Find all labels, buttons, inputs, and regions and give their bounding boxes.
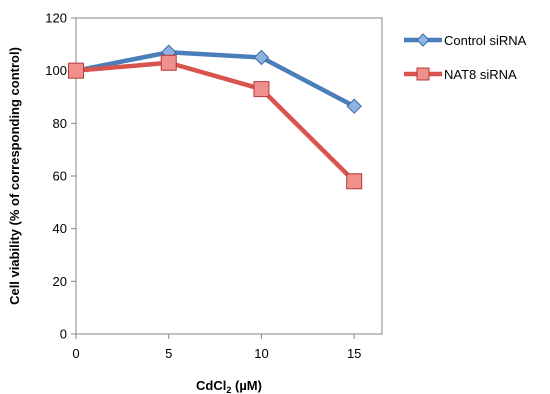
x-axis-title: CdCl2 (µM) bbox=[196, 378, 262, 394]
series-layer bbox=[68, 44, 363, 190]
y-tick-label: 80 bbox=[53, 116, 67, 131]
y-tick-label: 40 bbox=[53, 221, 67, 236]
data-point bbox=[68, 62, 84, 79]
x-tick-label: 15 bbox=[347, 346, 361, 361]
data-point bbox=[346, 98, 362, 114]
x-axis-title-subscript: 2 bbox=[226, 385, 231, 394]
y-axis-title: Cell viability (% of corresponding contr… bbox=[7, 47, 22, 305]
legend-label: Control siRNA bbox=[444, 33, 527, 48]
x-axis-ticks: 0 5 10 15 bbox=[72, 334, 361, 361]
legend-item: NAT8 siRNA bbox=[404, 67, 517, 82]
legend-marker bbox=[416, 33, 430, 47]
legend-marker bbox=[416, 67, 430, 81]
data-point bbox=[160, 54, 177, 71]
legend-item: Control siRNA bbox=[404, 33, 527, 48]
x-axis-title-unit: (µM) bbox=[231, 378, 262, 393]
legend-label: NAT8 siRNA bbox=[444, 67, 517, 82]
y-axis-ticks: 0 20 40 60 80 100 120 bbox=[45, 11, 76, 342]
series-control-sirna bbox=[68, 44, 362, 114]
series-nat8-sirna bbox=[68, 54, 363, 190]
y-tick-label: 120 bbox=[45, 11, 67, 26]
x-axis-title-main: CdCl bbox=[196, 378, 226, 393]
x-tick-label: 5 bbox=[165, 346, 172, 361]
y-tick-label: 60 bbox=[53, 169, 67, 184]
series-line bbox=[75, 49, 356, 109]
y-tick-label: 20 bbox=[53, 274, 67, 289]
series-line bbox=[75, 60, 356, 183]
y-tick-label: 100 bbox=[45, 63, 67, 78]
x-tick-label: 10 bbox=[254, 346, 268, 361]
data-point bbox=[346, 173, 363, 190]
data-point bbox=[253, 49, 270, 66]
data-point bbox=[253, 81, 270, 98]
x-tick-label: 0 bbox=[72, 346, 79, 361]
y-tick-label: 0 bbox=[60, 327, 67, 342]
legend: Control siRNA NAT8 siRNA bbox=[404, 33, 527, 82]
